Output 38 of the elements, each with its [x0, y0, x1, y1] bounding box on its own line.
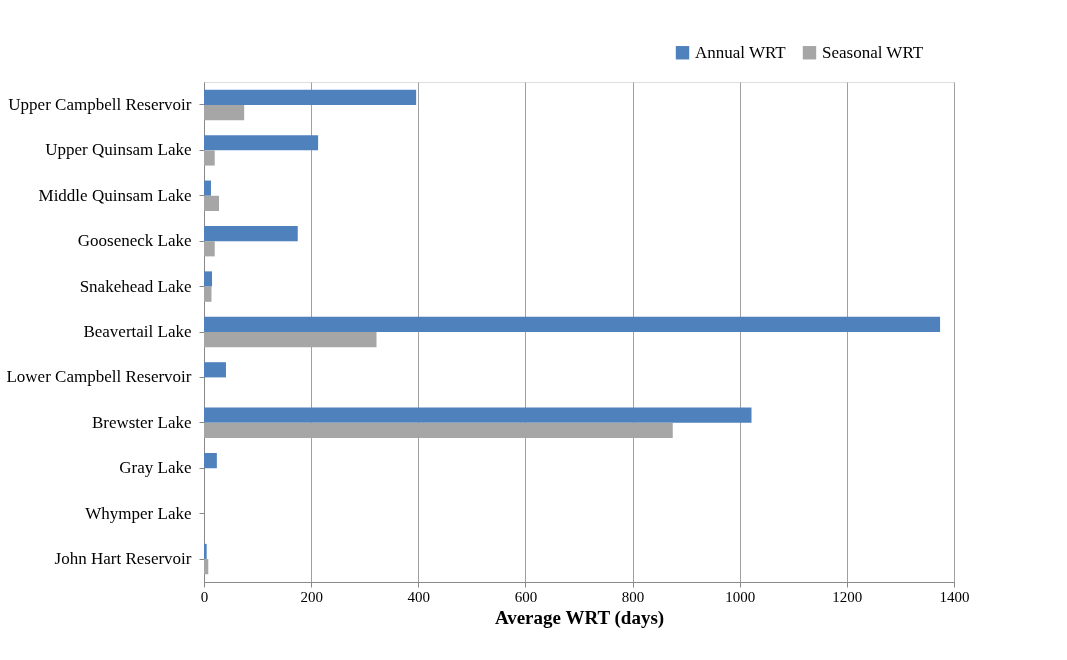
y-tick-label: Beavertail Lake	[83, 322, 192, 341]
y-tick-label: Lower Campbell Reservoir	[6, 367, 192, 387]
y-tick-label: John Hart Reservoir	[54, 549, 192, 569]
bar	[204, 195, 219, 211]
bar	[204, 453, 217, 469]
x-tick-label: 600	[514, 588, 538, 605]
y-tick-label: Upper Quinsam Lake	[45, 140, 192, 160]
x-tick-label: 800	[621, 588, 645, 605]
bar	[204, 362, 226, 378]
x-tick-label: 1000	[725, 588, 756, 605]
bar	[204, 407, 752, 423]
legend-label: Seasonal WRT	[822, 42, 924, 62]
y-tick-label: Snakehead Lake	[79, 276, 192, 296]
x-tick-label: 1400	[939, 588, 970, 605]
bar	[204, 225, 298, 242]
bar	[204, 104, 245, 121]
bar	[204, 543, 207, 560]
bar	[204, 286, 212, 302]
x-axis-title: Average WRT (days)	[494, 606, 665, 629]
x-tick-label: 0	[200, 588, 209, 605]
y-tick-label: Upper Campbell Reservoir	[8, 94, 192, 114]
bar	[204, 180, 211, 196]
y-tick-label: Brewster Lake	[91, 412, 192, 432]
bar	[204, 150, 215, 166]
bar	[204, 316, 941, 332]
y-tick-label: Whymper Lake	[85, 503, 192, 523]
y-tick-label: Middle Quinsam Lake	[38, 185, 192, 205]
y-tick-label: Gray Lake	[119, 458, 192, 478]
bar	[204, 241, 215, 257]
bar	[204, 89, 417, 105]
bar	[204, 271, 213, 287]
x-tick-label: 200	[300, 588, 323, 605]
bar	[204, 559, 209, 575]
legend-label: Annual WRT	[695, 42, 787, 62]
bar	[204, 135, 319, 151]
x-tick-label: 1200	[832, 588, 863, 605]
y-tick-label: Gooseneck Lake	[77, 231, 192, 251]
x-tick-label: 400	[407, 588, 431, 605]
